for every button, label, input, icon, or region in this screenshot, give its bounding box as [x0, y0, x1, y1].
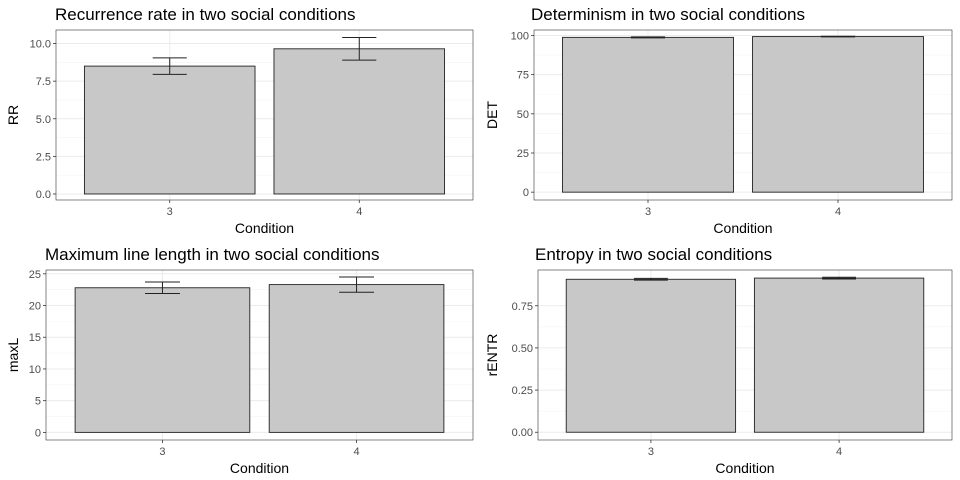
y-tick-label: 0.25 [512, 385, 533, 397]
y-tick-label: 7.5 [36, 76, 51, 88]
error-bar-4 [342, 37, 377, 61]
error-bar-3 [144, 281, 180, 294]
x-tick-label: 3 [167, 206, 173, 218]
y-tick-label: 0.75 [512, 301, 533, 313]
y-axis-label: DET [484, 101, 500, 129]
y-tick-label: 100 [511, 30, 529, 42]
chart-title: Maximum line length in two social condit… [45, 245, 380, 264]
bar-4 [268, 284, 445, 433]
x-axis-label: Condition [230, 460, 289, 476]
panel-border [55, 29, 474, 201]
panel-border [537, 269, 953, 441]
y-tick-label: 0.50 [512, 343, 533, 355]
error-bar-4 [820, 35, 856, 38]
y-tick-label: 0.00 [512, 427, 533, 439]
bar-3 [562, 36, 734, 193]
x-tick-label: 4 [356, 206, 362, 218]
y-tick-label: 25 [517, 148, 529, 160]
y-tick-label: 25 [29, 269, 41, 281]
panel-border [45, 269, 474, 441]
bar-3 [74, 287, 251, 433]
chart-title: Determinism in two social conditions [531, 5, 805, 24]
panel-border [533, 29, 953, 201]
error-bar-3 [630, 36, 666, 39]
x-axis-label: Condition [715, 460, 774, 476]
bar-4 [752, 36, 924, 193]
x-tick-label: 3 [159, 446, 165, 458]
chart-panel-2: 0 25 50 75 100 3 4 Determinism in two social co… [484, 5, 953, 236]
y-tick-label: 0 [35, 427, 41, 439]
x-tick-label: 3 [648, 446, 654, 458]
error-bar-4 [339, 276, 375, 293]
chart-panel-4: 0.00 0.25 0.50 0.75 3 4 Entropy in two social … [484, 245, 953, 476]
bar-4 [753, 277, 925, 433]
y-tick-label: 20 [29, 301, 41, 313]
bar-3 [83, 65, 256, 195]
y-tick-label: 10.0 [30, 39, 51, 51]
x-tick-label: 3 [645, 206, 651, 218]
error-bar-3 [152, 57, 187, 75]
bar-4 [273, 48, 446, 195]
y-tick-label: 50 [517, 109, 529, 121]
x-axis-label: Condition [713, 220, 772, 236]
x-tick-label: 4 [353, 446, 359, 458]
error-bar-3 [633, 277, 668, 281]
y-tick-label: 15 [29, 332, 41, 344]
y-tick-label: 75 [517, 70, 529, 82]
chart-panel-1: 0.0 2.5 5.0 7.5 10.0 3 4 Recurrence rate in two… [5, 5, 474, 236]
y-tick-label: 0 [523, 187, 529, 199]
y-axis-label: RR [5, 105, 21, 125]
x-axis-label: Condition [235, 220, 294, 236]
x-tick-label: 4 [835, 206, 841, 218]
error-bar-4 [822, 276, 857, 280]
x-tick-label: 4 [836, 446, 842, 458]
chart-panel-3: 0 5 10 15 20 25 3 4 Maximum line length in two s… [5, 245, 474, 476]
y-axis-label: maxL [5, 338, 21, 372]
bar-3 [565, 278, 737, 433]
y-tick-label: 5.0 [36, 114, 51, 126]
y-tick-label: 10 [29, 364, 41, 376]
y-tick-label: 2.5 [36, 151, 51, 163]
y-tick-label: 0.0 [36, 189, 51, 201]
chart-title: Recurrence rate in two social conditions [55, 5, 355, 24]
y-tick-label: 5 [35, 396, 41, 408]
y-axis-label: rENTR [484, 334, 500, 377]
chart-title: Entropy in two social conditions [535, 245, 772, 264]
